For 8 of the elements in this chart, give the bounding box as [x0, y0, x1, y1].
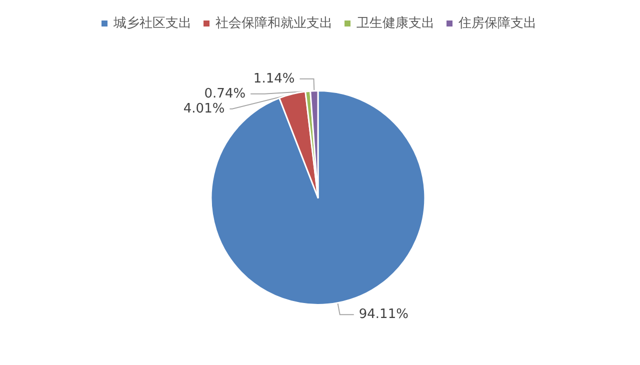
- data-label: 94.11%: [358, 307, 408, 322]
- legend-label: 住房保障支出: [458, 15, 536, 31]
- legend-label: 城乡社区支出: [112, 16, 192, 31]
- data-label: 0.74%: [204, 86, 246, 102]
- legend-label: 社会保障和就业支出: [216, 16, 332, 31]
- data-label: 1.14%: [253, 71, 295, 86]
- legend-label: 卫生健康支出: [356, 16, 434, 31]
- data-label: 4.01%: [183, 101, 225, 116]
